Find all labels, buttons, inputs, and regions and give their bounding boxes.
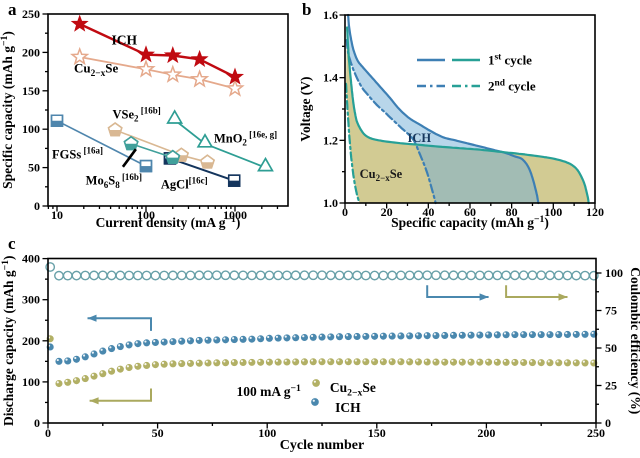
svg-text:10: 10	[51, 208, 63, 222]
panel-c-ylabel-right: Coulombic efficiency (%)	[628, 267, 640, 414]
svg-text:100: 100	[605, 266, 623, 280]
panel-b-xlabel: Specific capacity (mAh g−1)	[391, 214, 549, 230]
svg-text:150: 150	[368, 426, 386, 440]
annotation: Cu2−xSe	[360, 167, 403, 183]
svg-text:50: 50	[152, 426, 164, 440]
series-ICH	[70, 14, 244, 85]
panel-a-xlabel: Current density (mA g−1)	[96, 214, 241, 230]
panel-b-ylabel: Voltage (V)	[298, 76, 313, 141]
series-Mo6S8	[123, 135, 181, 165]
curve-Cu2-xSe 1st cycle	[345, 26, 590, 205]
svg-text:1.2: 1.2	[323, 133, 338, 147]
svg-text:250: 250	[587, 426, 605, 440]
svg-text:1.4: 1.4	[323, 71, 338, 85]
panel-c-ylabel-left: Discharge capacity (mAh g−1)	[0, 256, 16, 426]
svg-text:100: 100	[544, 205, 562, 219]
svg-text:0: 0	[45, 426, 51, 440]
panel-b-chart: 0 20 40 60 80 100 120 1.0 1.2 1.4 1.6 Specific capa…	[298, 8, 604, 230]
svg-text:100: 100	[137, 208, 155, 222]
series-Cu2-xSe	[70, 46, 245, 97]
axis-assignment-arrows	[87, 285, 568, 405]
panel-b-fills	[346, 15, 589, 203]
series-FGSs	[50, 114, 153, 173]
svg-text:150: 150	[22, 84, 40, 98]
svg-text:50: 50	[605, 341, 617, 355]
svg-text:0: 0	[605, 416, 611, 430]
panel-c-chart: 0 50 100 150 200 25001002003004000255075100Cy…	[0, 252, 640, 453]
svg-text:300: 300	[22, 293, 40, 307]
series-MnO2	[166, 109, 274, 172]
svg-text:100: 100	[22, 122, 40, 136]
panel-b-axes: 0 20 40 60 80 100 120 1.0 1.2 1.4 1.6	[323, 8, 604, 219]
curve-ICH 2nd cycle	[345, 38, 437, 205]
svg-text:200: 200	[22, 334, 40, 348]
svg-text:60: 60	[464, 205, 476, 219]
mo6s8-leader-line	[121, 148, 137, 168]
svg-text:200: 200	[477, 426, 495, 440]
panel-c-letter: c	[8, 234, 16, 253]
svg-text:0: 0	[342, 205, 348, 219]
svg-text:25: 25	[605, 379, 617, 393]
panel-b-letter: b	[302, 0, 312, 19]
panel-c-xlabel: Cycle number	[280, 438, 364, 453]
svg-text:100: 100	[258, 426, 276, 440]
panel-b-legend: 1st cycle 2nd cycle	[417, 53, 536, 94]
panel-a-ylabel: Specific capacity (mAh g−1)	[0, 31, 15, 189]
svg-text:80: 80	[506, 205, 518, 219]
svg-text:100: 100	[22, 375, 40, 389]
panel-a-letter: a	[8, 0, 17, 19]
svg-text:20: 20	[381, 205, 393, 219]
annotation: 100 mA g−1	[237, 383, 302, 399]
svg-text:40: 40	[422, 205, 434, 219]
svg-text:2nd cycle: 2nd cycle	[488, 79, 536, 94]
svg-text:50: 50	[28, 161, 40, 175]
series-Coulombic efficiency	[45, 262, 599, 281]
annotation: MnO2 [16e, g]	[214, 130, 277, 148]
annotation: Cu2−xSe	[74, 60, 119, 78]
svg-text:Cu2−xSe: Cu2−xSe	[330, 380, 376, 399]
svg-text:1000: 1000	[223, 208, 247, 222]
series-ICH	[45, 329, 599, 366]
svg-text:1.0: 1.0	[323, 196, 338, 210]
svg-text:1st cycle: 1st cycle	[488, 53, 532, 68]
curve-ICH 1st cycle	[346, 13, 540, 205]
panel-a-chart: 10 100 1000 0 50 100 150 200 250 Current density …	[0, 7, 289, 230]
svg-text:ICH: ICH	[335, 400, 361, 415]
svg-text:200: 200	[22, 45, 40, 59]
annotation: ICH	[112, 33, 138, 48]
annotation: AgCl[16c]	[161, 176, 208, 192]
svg-text:0: 0	[34, 416, 40, 430]
svg-text:400: 400	[22, 252, 40, 266]
annotation: Mo6S8 [16b]	[86, 172, 142, 190]
svg-text:75: 75	[605, 304, 617, 318]
svg-text:1.6: 1.6	[323, 8, 338, 22]
curve-Cu2-xSe 2nd cycle	[344, 82, 361, 205]
svg-text:120: 120	[586, 205, 604, 219]
annotation: ICH	[407, 131, 431, 145]
panel-a-axes: 10 100 1000 0 50 100 150 200 250	[22, 7, 289, 222]
svg-text:250: 250	[22, 7, 40, 21]
series-Cu2-xSe	[45, 334, 599, 388]
svg-text:0: 0	[34, 199, 40, 213]
annotation: FGSs [16a]	[52, 146, 103, 162]
annotation: VSe2 [16b]	[112, 106, 160, 124]
